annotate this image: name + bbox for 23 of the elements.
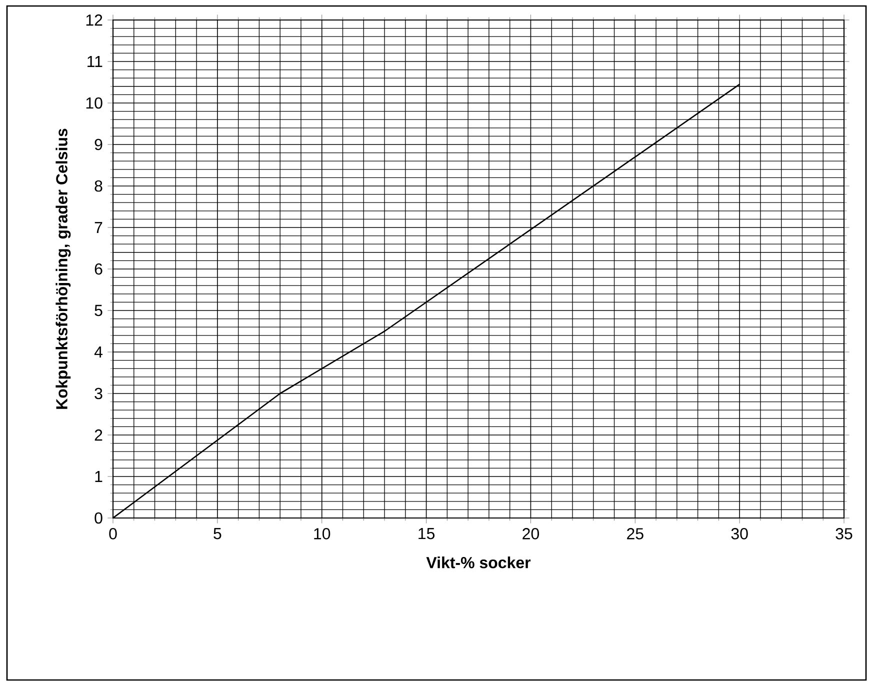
y-tick-label: 5	[94, 304, 102, 316]
x-tick-label: 35	[836, 528, 852, 540]
y-tick-label: 0	[94, 512, 102, 524]
y-tick-label: 3	[94, 388, 102, 400]
x-axis-title: Vikt-% socker	[426, 556, 531, 568]
y-tick-label: 7	[94, 222, 102, 233]
x-tick-label: 20	[522, 528, 539, 540]
y-tick-label: 11	[88, 56, 102, 67]
x-tick-label: 30	[731, 528, 748, 540]
y-tick-label: 2	[94, 429, 102, 441]
y-axis-title: Kokpunktsförhöjning, grader Celsius	[56, 128, 71, 409]
x-tick-label: 5	[214, 528, 222, 540]
y-tick-label: 9	[94, 138, 102, 150]
y-tick-label: 12	[86, 14, 102, 26]
y-tick-label: 10	[86, 97, 102, 109]
y-tick-label: 6	[94, 263, 102, 275]
x-tick-label: 10	[314, 528, 330, 540]
x-tick-label: 15	[418, 528, 435, 540]
y-tick-label: 8	[94, 180, 102, 192]
x-tick-label: 25	[627, 528, 644, 540]
y-tick-label: 1	[95, 471, 102, 482]
y-tick-label: 4	[94, 346, 102, 358]
x-tick-label: 0	[109, 528, 117, 540]
